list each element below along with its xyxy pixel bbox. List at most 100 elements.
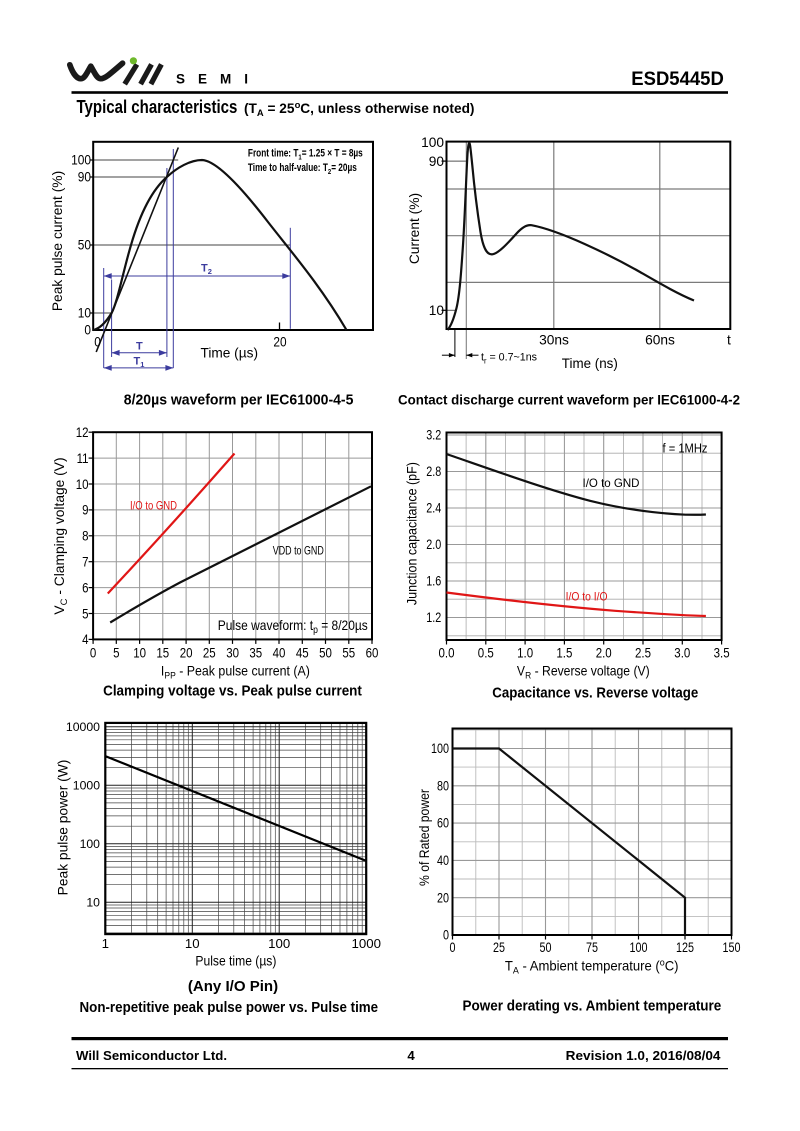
svg-text:2.8: 2.8 [426,464,441,479]
svg-text:1: 1 [298,153,301,162]
svg-text:1000: 1000 [352,936,382,951]
svg-text:11: 11 [77,450,89,466]
svg-text:60ns: 60ns [645,333,675,348]
svg-text:C): C) [665,959,679,974]
svg-text:20: 20 [180,645,193,661]
svg-text:7: 7 [82,554,89,570]
svg-text:Will Semiconductor Ltd.: Will Semiconductor Ltd. [76,1048,227,1063]
svg-text:60: 60 [366,645,379,661]
svg-text:Time (µs): Time (µs) [201,345,259,361]
svg-text:Peak pulse power (W): Peak pulse power (W) [56,760,71,896]
svg-text:Pulse time (µs): Pulse time (µs) [195,953,276,969]
svg-text:1.2: 1.2 [426,610,441,625]
svg-text:VC - Clamping voltage (V): VC - Clamping voltage (V) [52,457,70,614]
svg-text:50: 50 [78,237,91,253]
svg-text:0: 0 [94,334,101,350]
svg-text:Power derating vs. Ambient tem: Power derating vs. Ambient temperature [463,999,722,1015]
svg-text:55: 55 [342,645,355,661]
svg-text:Time (ns): Time (ns) [562,355,618,371]
svg-text:2.0: 2.0 [596,645,612,661]
svg-text:VDD to GND: VDD to GND [273,544,324,558]
svg-text:30ns: 30ns [539,333,569,348]
svg-text:- Reverse voltage (V): - Reverse voltage (V) [531,664,650,679]
svg-text:10: 10 [429,303,445,318]
svg-text:100: 100 [71,152,91,168]
svg-text:25: 25 [203,645,216,661]
svg-text:Peak pulse current (%): Peak pulse current (%) [50,171,65,311]
svg-text:25: 25 [493,940,505,955]
svg-text:3.5: 3.5 [714,645,730,661]
svg-text:10: 10 [76,476,89,492]
svg-text:1.0: 1.0 [517,645,533,661]
svg-text:1.5: 1.5 [556,645,572,661]
svg-text:Capacitance vs. Reverse voltag: Capacitance vs. Reverse voltage [492,686,698,702]
svg-text:SEMI: SEMI [176,72,261,87]
svg-text:80: 80 [437,778,449,793]
svg-text:Typical characteristics: Typical characteristics [77,97,242,117]
svg-text:1.6: 1.6 [426,574,441,589]
svg-text:100: 100 [80,837,101,851]
svg-text:10: 10 [78,305,91,321]
svg-text:- Peak pulse current (A): - Peak pulse current (A) [176,664,310,679]
svg-text:p: p [313,625,318,636]
svg-text:0: 0 [90,645,97,661]
svg-text:A: A [513,966,520,977]
svg-text:T1: T1 [134,356,145,370]
svg-text:t: t [727,333,731,348]
svg-text:- Ambient temperature (: - Ambient temperature ( [519,959,660,974]
svg-text:100: 100 [421,135,444,150]
svg-text:3.2: 3.2 [426,428,441,443]
svg-text:C, unless otherwise noted): C, unless otherwise noted) [300,101,474,116]
svg-text:100: 100 [268,936,290,951]
svg-text:10: 10 [86,896,100,910]
svg-text:r: r [484,357,487,366]
svg-text:4: 4 [407,1048,415,1063]
svg-text:o: o [295,100,301,111]
svg-text:% of Rated power: % of Rated power [417,789,432,886]
svg-text:75: 75 [586,940,598,955]
svg-text:15: 15 [156,645,169,661]
svg-text:8/20µs waveform per IEC61000-4: 8/20µs waveform per IEC61000-4-5 [124,393,354,409]
svg-text:(Any I/O Pin): (Any I/O Pin) [188,979,278,995]
svg-text:90: 90 [429,154,445,169]
svg-text:I/O to I/O: I/O to I/O [566,590,608,604]
svg-text:2: 2 [328,167,331,176]
svg-text:Current (%): Current (%) [407,193,422,264]
svg-text:0: 0 [84,322,91,338]
svg-text:9: 9 [82,502,89,518]
svg-text:10: 10 [133,645,146,661]
svg-text:Time to half-value: T: Time to half-value: T [248,162,328,174]
svg-text:T: T [136,341,143,353]
svg-text:0: 0 [443,928,449,943]
svg-text:Pulse waveform: t: Pulse waveform: t [218,617,313,633]
svg-text:PP: PP [164,671,175,682]
svg-text:I/O to GND: I/O to GND [583,476,640,490]
svg-text:4: 4 [82,631,89,647]
svg-text:10000: 10000 [66,720,100,734]
svg-text:5: 5 [82,605,89,621]
svg-text:0: 0 [450,940,456,955]
svg-text:1000: 1000 [73,779,100,793]
svg-text:A: A [257,108,264,119]
svg-text:Junction capacitance (pF): Junction capacitance (pF) [405,462,420,605]
svg-text:R: R [525,671,531,682]
svg-text:Revision 1.0, 2016/08/04: Revision 1.0, 2016/08/04 [566,1048,721,1063]
svg-text:20: 20 [437,890,449,905]
svg-text:20: 20 [273,334,286,350]
svg-text:30: 30 [226,645,239,661]
svg-text:90: 90 [78,169,91,185]
svg-text:125: 125 [676,940,694,955]
svg-text:100: 100 [630,940,648,955]
svg-text:100: 100 [431,741,449,756]
svg-text:1: 1 [102,936,109,951]
svg-text:3.0: 3.0 [674,645,690,661]
svg-text:I/O to GND: I/O to GND [130,499,177,513]
svg-text:40: 40 [273,645,286,661]
svg-text:V: V [517,664,526,679]
svg-text:60: 60 [437,816,449,831]
svg-text:= 25: = 25 [264,101,295,116]
svg-text:10: 10 [185,936,200,951]
svg-text:35: 35 [249,645,262,661]
svg-text:I: I [161,664,164,679]
svg-text:2.5: 2.5 [635,645,651,661]
